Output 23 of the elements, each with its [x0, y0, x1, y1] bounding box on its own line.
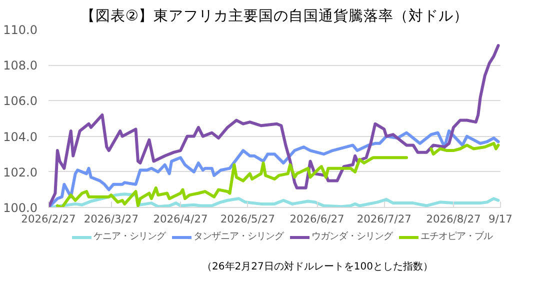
- y-tick-label: 102.0: [3, 165, 38, 180]
- chart-title: 【図表②】東アフリカ主要国の自国通貨騰落率（対ドル）: [80, 8, 469, 24]
- text: （26年2月27日の対ドルレートを100とした指数）: [202, 260, 433, 272]
- x-tick-label: 2026/3/27: [84, 212, 138, 226]
- x-tick-label: 9/17: [488, 212, 512, 226]
- y-tick-label: 100.0: [3, 201, 38, 215]
- line-series: [48, 129, 500, 208]
- x-tick-label: 2026/2/27: [21, 212, 76, 226]
- legend-label: ケニア・シリング: [94, 230, 166, 243]
- legend-label: タンザニア・シリング: [194, 230, 284, 243]
- x-tick-label: 2026/4/27: [153, 212, 208, 226]
- line-series: [48, 44, 500, 208]
- y-tick-label: 110.0: [3, 23, 38, 37]
- x-tick-label: 2026/5/27: [220, 212, 275, 226]
- line-series: [48, 192, 500, 208]
- x-tick-label: 2026/8/27: [426, 212, 481, 226]
- y-tick-label: 108.0: [3, 58, 38, 73]
- legend-label: ウガンダ・シリング: [312, 230, 392, 243]
- y-tick-label: 106.0: [3, 94, 38, 108]
- x-tick-label: 2026/6/27: [290, 212, 344, 226]
- legend-label: エチオピア・ブル: [420, 230, 492, 243]
- x-tick-label: 2026/7/27: [356, 212, 412, 226]
- y-tick-label: 104.0: [3, 130, 38, 144]
